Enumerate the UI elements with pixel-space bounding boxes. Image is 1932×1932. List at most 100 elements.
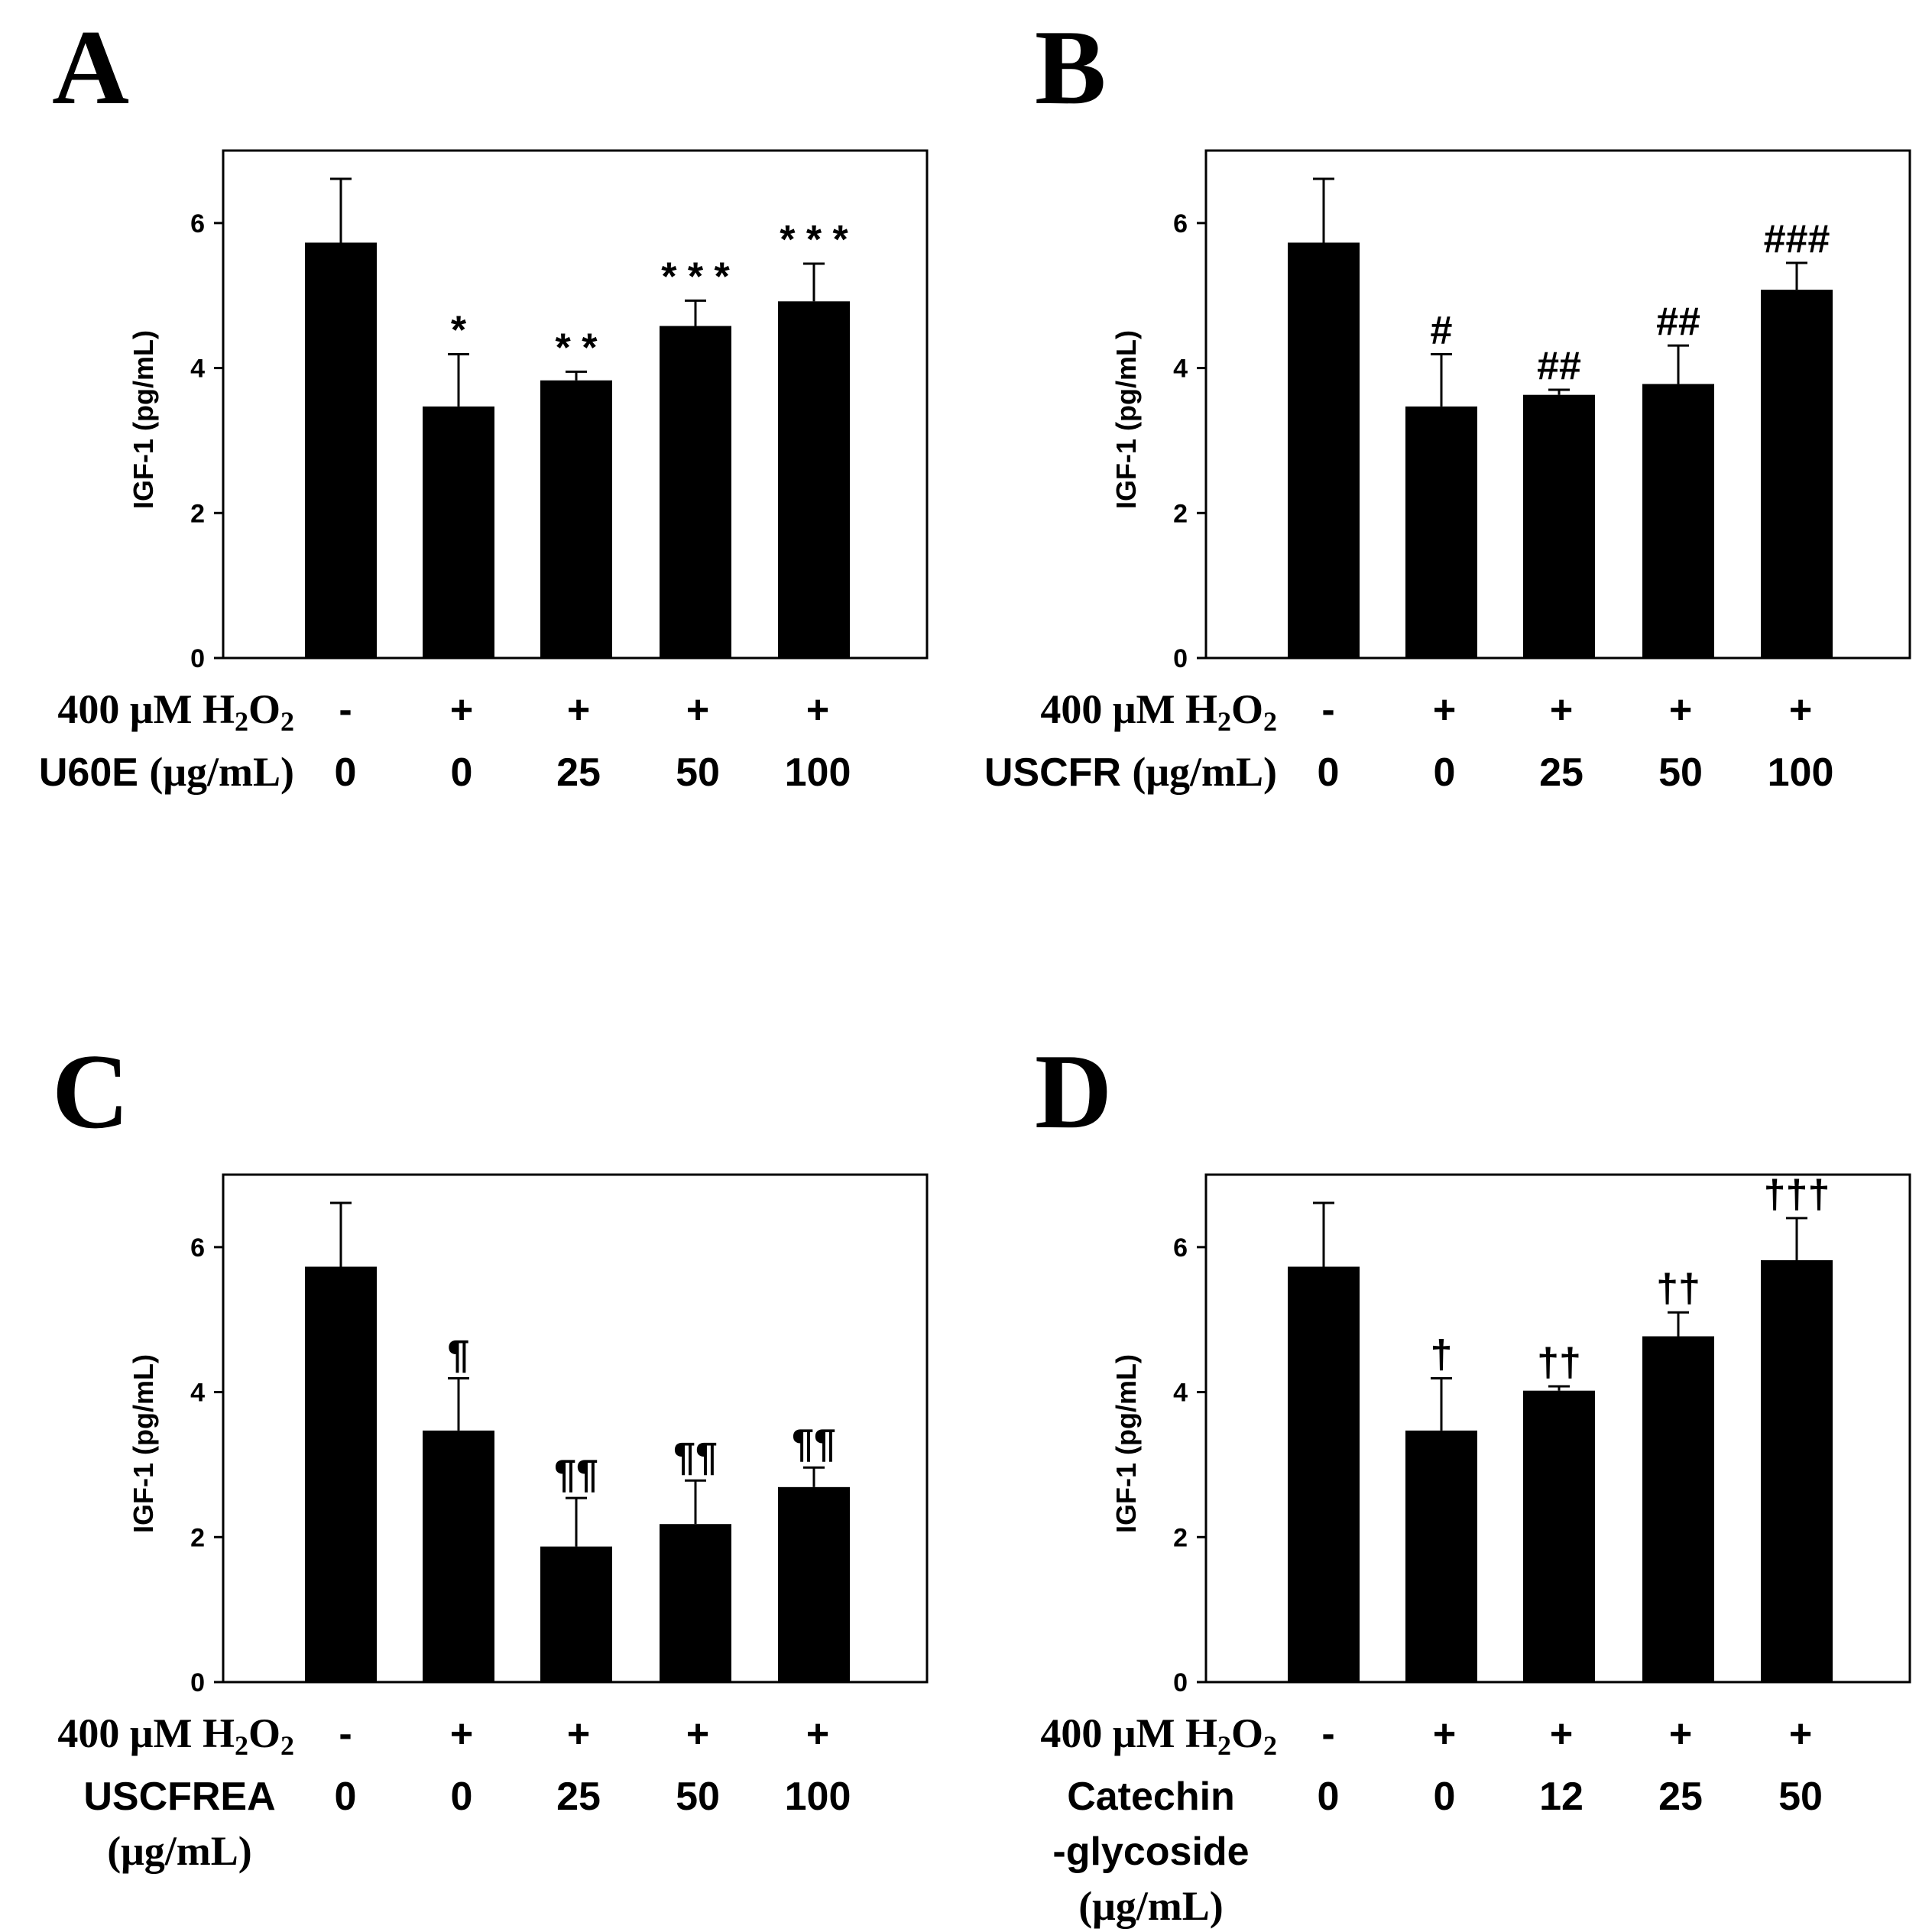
h2o2-value-3: + bbox=[567, 1712, 590, 1756]
significance-marker-4: * * * bbox=[661, 254, 730, 299]
h2o2-value-4: + bbox=[686, 1712, 709, 1756]
significance-marker-5: ### bbox=[1764, 217, 1830, 261]
significance-marker-5: ¶¶ bbox=[792, 1421, 836, 1466]
dose-value-4: 50 bbox=[676, 1775, 720, 1819]
bar-1 bbox=[1288, 1266, 1360, 1682]
y-tick-label: 0 bbox=[190, 644, 205, 673]
bar-3 bbox=[1523, 394, 1595, 658]
significance-marker-2: ¶ bbox=[448, 1333, 470, 1377]
significance-marker-3: ## bbox=[1537, 344, 1581, 388]
dose-value-2: 0 bbox=[451, 1775, 473, 1819]
dose-value-5: 100 bbox=[785, 750, 851, 795]
bar-5 bbox=[778, 1486, 850, 1682]
y-tick-label: 0 bbox=[1173, 1668, 1188, 1697]
y-tick-label: 6 bbox=[190, 1233, 205, 1263]
h2o2-value-4: + bbox=[1669, 688, 1692, 732]
h2o2-value-3: + bbox=[1550, 1712, 1573, 1756]
h2o2-value-3: + bbox=[1550, 688, 1573, 732]
dose-value-1: 0 bbox=[1318, 750, 1340, 795]
h2o2-value-4: + bbox=[686, 688, 709, 732]
bar-2 bbox=[423, 406, 494, 658]
y-tick-label: 4 bbox=[190, 1379, 205, 1408]
bar-1 bbox=[305, 242, 377, 658]
significance-marker-3: †† bbox=[1537, 1340, 1581, 1385]
dose-value-1: 0 bbox=[335, 750, 357, 795]
significance-marker-2: # bbox=[1431, 309, 1453, 353]
dose-row-label: Catechin bbox=[1067, 1775, 1235, 1819]
y-tick-label: 2 bbox=[1173, 499, 1188, 528]
y-tick-label: 0 bbox=[1173, 644, 1188, 673]
bar-5 bbox=[1761, 1259, 1833, 1682]
h2o2-value-5: + bbox=[806, 688, 829, 732]
h2o2-value-5: + bbox=[1789, 688, 1812, 732]
h2o2-row-label: 400 μM H2O2 bbox=[1040, 686, 1277, 737]
bar-4 bbox=[1642, 384, 1714, 658]
y-axis-label: IGF-1 (pg/mL) bbox=[128, 1354, 159, 1533]
y-tick-label: 4 bbox=[1173, 1379, 1188, 1408]
bar-2 bbox=[1405, 1430, 1477, 1682]
bar-2 bbox=[1405, 406, 1477, 658]
dose-value-2: 0 bbox=[451, 750, 473, 795]
panel-a: A 0 2 4 6 IGF-1 (pg/mL) * * * * * * * * * 400 μM H… bbox=[39, 8, 929, 795]
h2o2-value-1: - bbox=[339, 688, 352, 732]
dose-row-label: USCFREA bbox=[83, 1775, 275, 1819]
bar-4 bbox=[1642, 1336, 1714, 1682]
h2o2-row-label: 400 μM H2O2 bbox=[57, 1710, 294, 1761]
bar-1 bbox=[1288, 242, 1360, 658]
panel-letter: C bbox=[52, 1032, 129, 1151]
y-tick-label: 6 bbox=[1173, 209, 1188, 238]
dose-value-1: 0 bbox=[335, 1775, 357, 1819]
bar-3 bbox=[540, 380, 612, 658]
dose-row-label: -glycoside bbox=[1052, 1830, 1249, 1874]
dose-value-5: 50 bbox=[1778, 1775, 1823, 1819]
h2o2-value-4: + bbox=[1669, 1712, 1692, 1756]
significance-marker-2: † bbox=[1431, 1333, 1453, 1377]
dose-row-label: (μg/mL) bbox=[1078, 1883, 1224, 1929]
significance-marker-5: ††† bbox=[1764, 1172, 1830, 1217]
y-axis-label: IGF-1 (pg/mL) bbox=[1110, 330, 1142, 509]
dose-value-2: 0 bbox=[1434, 1775, 1456, 1819]
h2o2-value-3: + bbox=[567, 688, 590, 732]
bar-3 bbox=[540, 1546, 612, 1682]
dose-row-label: (μg/mL) bbox=[107, 1828, 252, 1874]
dose-value-3: 25 bbox=[556, 1775, 601, 1819]
dose-row-label: U60E (μg/mL) bbox=[39, 749, 294, 795]
h2o2-value-1: - bbox=[339, 1712, 352, 1756]
h2o2-value-5: + bbox=[806, 1712, 829, 1756]
y-tick-label: 2 bbox=[190, 499, 205, 528]
panel-letter: D bbox=[1035, 1032, 1112, 1151]
significance-marker-3: * * bbox=[556, 326, 598, 370]
h2o2-value-1: - bbox=[1321, 1712, 1334, 1756]
bar-5 bbox=[778, 301, 850, 658]
y-tick-label: 2 bbox=[190, 1523, 205, 1552]
dose-value-5: 100 bbox=[785, 1775, 851, 1819]
panel-letter: A bbox=[52, 8, 129, 127]
h2o2-value-2: + bbox=[450, 1712, 473, 1756]
y-tick-label: 2 bbox=[1173, 1523, 1188, 1552]
h2o2-value-1: - bbox=[1321, 688, 1334, 732]
h2o2-value-2: + bbox=[1433, 688, 1456, 732]
bar-3 bbox=[1523, 1390, 1595, 1682]
dose-value-3: 25 bbox=[556, 750, 601, 795]
dose-value-3: 25 bbox=[1539, 750, 1584, 795]
bar-4 bbox=[660, 326, 731, 658]
y-tick-label: 0 bbox=[190, 1668, 205, 1697]
y-tick-label: 6 bbox=[190, 209, 205, 238]
dose-row-label: USCFR (μg/mL) bbox=[984, 749, 1277, 795]
bar-2 bbox=[423, 1430, 494, 1682]
significance-marker-4: ## bbox=[1656, 300, 1700, 344]
h2o2-value-2: + bbox=[450, 688, 473, 732]
significance-marker-4: ¶¶ bbox=[673, 1434, 718, 1479]
h2o2-value-2: + bbox=[1433, 1712, 1456, 1756]
dose-value-4: 50 bbox=[676, 750, 720, 795]
bar-1 bbox=[305, 1266, 377, 1682]
dose-value-2: 0 bbox=[1434, 750, 1456, 795]
significance-marker-5: * * * bbox=[780, 218, 848, 262]
y-tick-label: 4 bbox=[1173, 355, 1188, 384]
h2o2-row-label: 400 μM H2O2 bbox=[1040, 1710, 1277, 1761]
h2o2-value-5: + bbox=[1789, 1712, 1812, 1756]
